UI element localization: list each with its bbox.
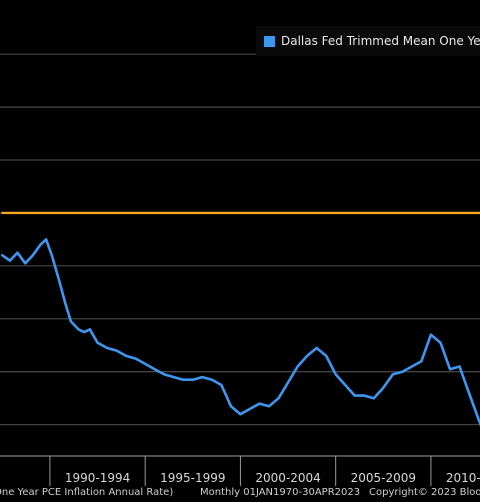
footer-copyright-text: Copyright© 2023 Bloo [369,487,480,498]
x-tick-label: 2000-2004 [255,471,320,485]
footer-series-text: One Year PCE Inflation Annual Rate) [0,487,174,498]
x-tick-label: 2005-2009 [351,471,416,485]
series-line-trimmed-mean-pce [0,238,480,427]
legend: Dallas Fed Trimmed Mean One Ye [256,26,480,56]
x-tick-label: 2010-2014 [446,471,480,485]
legend-label: Dallas Fed Trimmed Mean One Ye [281,34,480,48]
footer: One Year PCE Inflation Annual Rate) Mont… [0,487,480,502]
x-tick-label: 1995-1999 [160,471,225,485]
x-tick-label: 1990-1994 [65,471,130,485]
legend-swatch [264,35,275,47]
footer-range-text: Monthly 01JAN1970-30APR2023 [200,487,361,498]
